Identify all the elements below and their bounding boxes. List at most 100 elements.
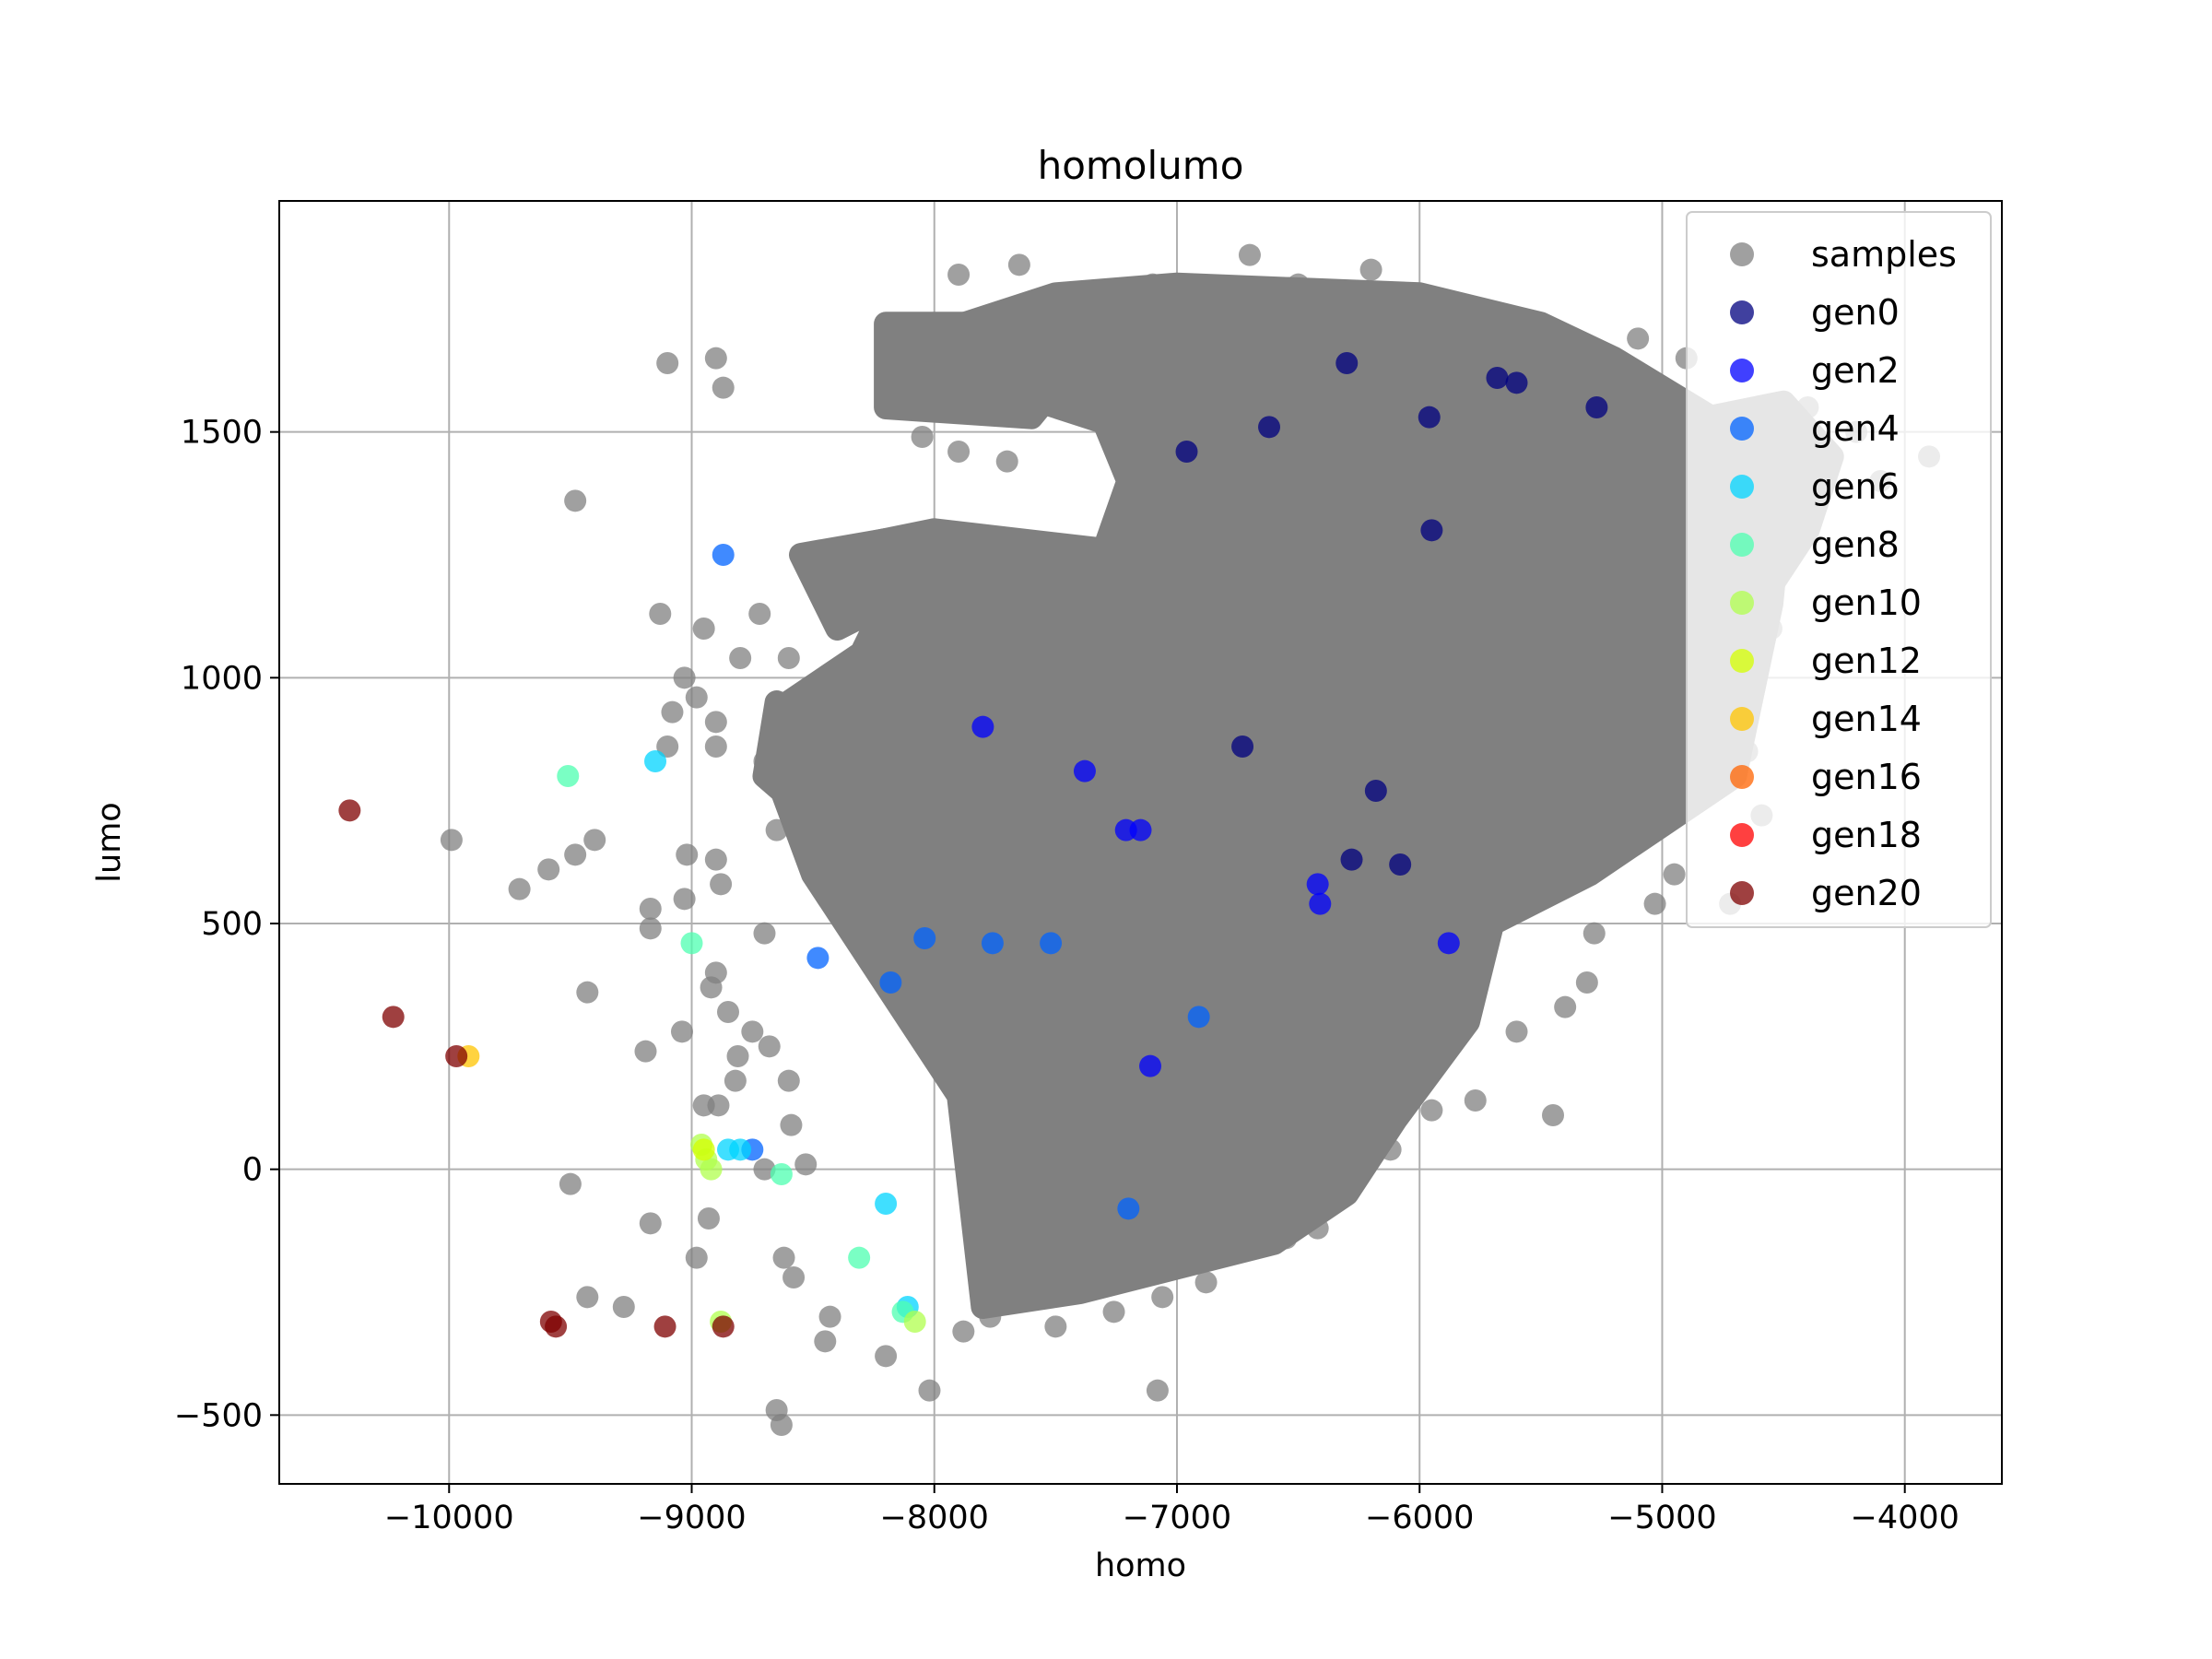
point-samples: [758, 1035, 781, 1058]
point-samples: [697, 1207, 720, 1230]
x-tick-label: −6000: [1365, 1500, 1474, 1536]
legend-entry: samples: [1811, 234, 1957, 275]
point-gen10: [903, 1311, 926, 1333]
point-samples: [780, 1113, 803, 1136]
legend-marker: [1730, 359, 1754, 382]
point-samples: [704, 735, 727, 758]
point-samples: [1575, 971, 1598, 994]
point-samples: [952, 1320, 975, 1343]
x-tick-label: −7000: [1123, 1500, 1231, 1536]
point-gen0: [1231, 735, 1254, 758]
point-gen0: [1258, 416, 1281, 439]
point-samples: [1238, 243, 1261, 266]
point-samples: [995, 450, 1018, 473]
point-gen0: [1486, 367, 1509, 389]
point-samples: [1464, 1089, 1487, 1112]
point-samples: [564, 843, 587, 866]
point-samples: [685, 686, 708, 709]
legend-marker: [1730, 649, 1754, 673]
point-samples: [639, 917, 662, 940]
point-gen6: [644, 750, 667, 772]
legend-entry: gen8: [1811, 524, 1900, 565]
legend-marker: [1730, 475, 1754, 499]
point-samples: [1287, 273, 1310, 296]
point-samples: [704, 848, 727, 871]
legend-marker: [1730, 417, 1754, 441]
point-samples: [1420, 1099, 1443, 1122]
legend-entry: gen18: [1811, 815, 1922, 855]
point-samples: [639, 1212, 662, 1235]
legend-entry: gen10: [1811, 582, 1922, 623]
point-gen0: [1418, 406, 1441, 429]
point-gen2: [1306, 873, 1329, 896]
point-samples: [676, 843, 699, 866]
legend-entry: gen14: [1811, 699, 1922, 739]
legend-entry: gen16: [1811, 757, 1922, 797]
point-samples: [639, 898, 662, 920]
point-samples: [1542, 1104, 1565, 1126]
point-samples: [1141, 273, 1164, 296]
point-samples: [918, 1379, 941, 1402]
point-samples: [710, 873, 733, 896]
point-gen0: [1175, 441, 1198, 463]
point-gen4: [913, 927, 936, 949]
point-gen4: [1117, 1197, 1140, 1220]
legend: samples gen0 gen2 gen4 gen6 gen8 gen10 gen12 gen…: [1686, 211, 1992, 928]
point-gen0: [1585, 396, 1608, 418]
point-samples: [692, 618, 715, 640]
point-samples: [685, 1246, 708, 1269]
x-tick-label: −10000: [384, 1500, 514, 1536]
point-samples: [634, 1040, 657, 1063]
point-samples: [704, 347, 727, 370]
point-samples: [947, 441, 971, 463]
point-gen0: [1364, 780, 1387, 802]
point-samples: [1505, 1020, 1528, 1043]
point-samples: [712, 376, 735, 399]
point-gen20: [382, 1006, 405, 1029]
point-samples: [1151, 1286, 1174, 1309]
x-axis-label: homo: [1095, 1547, 1186, 1584]
point-gen0: [1420, 519, 1443, 542]
samples-dense-region: [752, 690, 862, 862]
point-samples: [1275, 1227, 1298, 1250]
y-tick-label: 1500: [181, 415, 263, 452]
legend-marker: [1730, 707, 1754, 731]
legend-entry: gen0: [1811, 292, 1900, 333]
point-samples: [1007, 253, 1030, 276]
legend-marker: [1730, 300, 1754, 324]
point-samples: [765, 818, 788, 841]
legend-marker: [1730, 881, 1754, 905]
legend-entry: gen12: [1811, 641, 1922, 681]
y-tick-label: 1000: [181, 660, 263, 697]
point-samples: [1359, 258, 1382, 281]
point-samples: [782, 1266, 806, 1288]
point-samples: [1554, 995, 1577, 1018]
point-samples: [753, 1158, 776, 1181]
point-samples: [537, 858, 560, 881]
point-samples: [947, 264, 971, 286]
point-gen0: [1340, 848, 1363, 871]
point-samples: [656, 352, 679, 374]
point-samples: [770, 1414, 793, 1436]
point-samples: [559, 1172, 582, 1195]
samples-dense-region: [874, 312, 1092, 429]
legend-marker: [1730, 591, 1754, 615]
point-samples: [700, 976, 723, 999]
legend-entry: gen2: [1811, 350, 1900, 391]
point-gen0: [1505, 371, 1528, 394]
point-samples: [1306, 1217, 1329, 1240]
chart-title: homolumo: [1038, 143, 1244, 188]
point-gen2: [1139, 1054, 1162, 1077]
x-tick-label: −8000: [880, 1500, 989, 1536]
point-gen20: [338, 799, 361, 822]
point-samples: [1583, 922, 1606, 945]
point-samples: [1044, 1315, 1067, 1338]
point-gen2: [1073, 759, 1096, 782]
point-samples: [1627, 327, 1650, 350]
point-samples: [875, 1345, 898, 1368]
point-samples: [564, 489, 587, 512]
legend-marker: [1730, 533, 1754, 557]
point-gen4: [879, 971, 902, 994]
point-samples: [612, 1296, 635, 1318]
point-gen4: [981, 932, 1004, 955]
